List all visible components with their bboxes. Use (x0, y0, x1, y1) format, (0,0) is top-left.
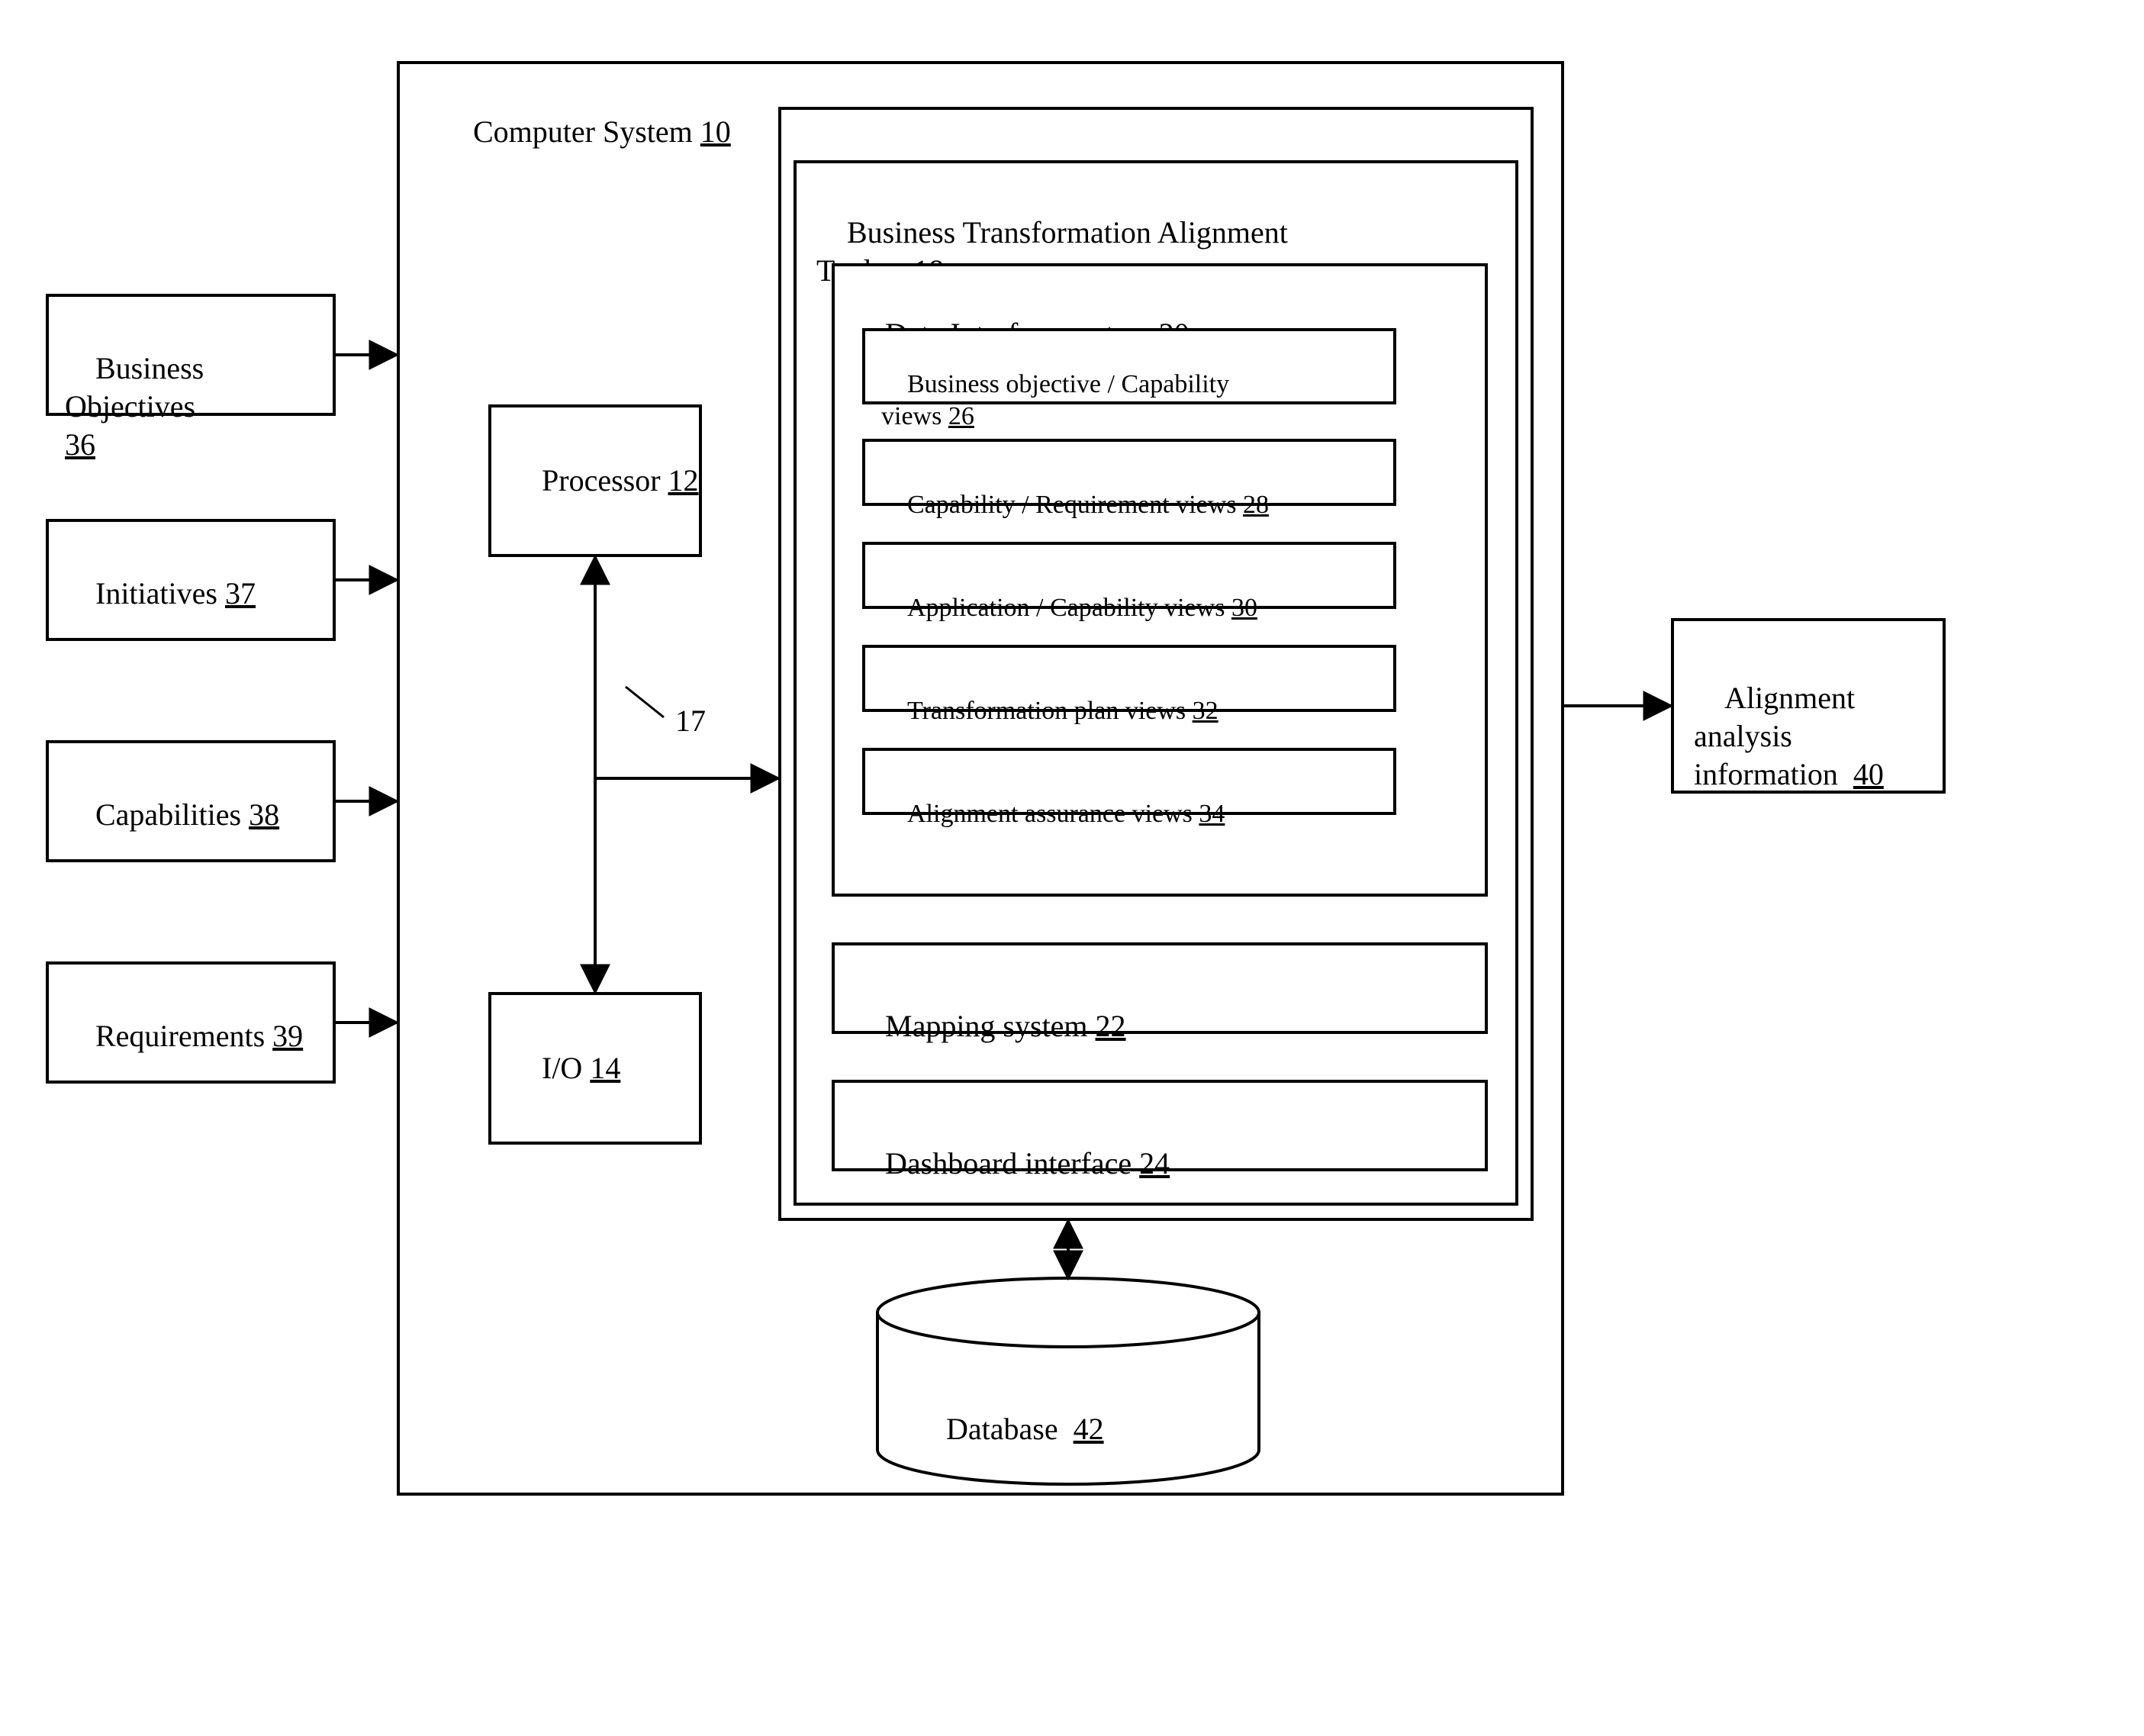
view3-label: Application / Capability views 30 (881, 559, 1257, 657)
capabilities-label: Capabilities 38 (65, 758, 279, 872)
diagram-canvas: Computer System 10 Memory 16 Business Tr… (0, 0, 2144, 1736)
view4-label: Transformation plan views 32 (881, 662, 1218, 760)
bus-17-label: 17 (645, 664, 706, 778)
initiatives-label: Initiatives 37 (65, 536, 256, 651)
computer-system-label: Computer System 10 (443, 75, 731, 189)
alignment-output-label: Alignment analysis information 40 (1694, 641, 1938, 832)
view2-label: Capability / Requirement views 28 (881, 456, 1269, 554)
processor-label: Processor 12 (511, 424, 699, 538)
business-objectives-label: Business Objectives36 (65, 311, 324, 502)
requirements-label: Requirements 39 (65, 979, 303, 1093)
mapping-label: Mapping system 22 (855, 969, 1126, 1084)
database-label: Database 42 (916, 1372, 1104, 1486)
dashboard-label: Dashboard interface 24 (855, 1106, 1170, 1221)
view5-label: Alignment assurance views 34 (881, 765, 1225, 863)
io-label: I/O 14 (511, 1011, 620, 1126)
